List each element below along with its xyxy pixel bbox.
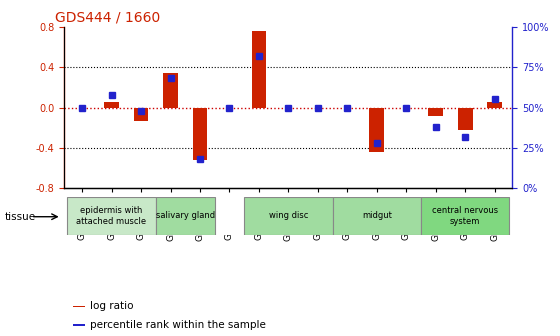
Text: epidermis with
attached muscle: epidermis with attached muscle (77, 206, 147, 226)
Bar (487, 102, 502, 108)
Bar (458, 108, 473, 130)
Bar (156, 197, 214, 235)
Bar (104, 102, 119, 108)
Text: log ratio: log ratio (90, 301, 134, 311)
Text: GDS444 / 1660: GDS444 / 1660 (55, 10, 161, 24)
Bar (134, 108, 148, 121)
Bar (244, 197, 333, 235)
Bar (67, 197, 156, 235)
Text: midgut: midgut (362, 211, 392, 220)
Bar (73, 324, 85, 326)
Bar (428, 108, 443, 116)
Text: central nervous
system: central nervous system (432, 206, 498, 226)
Bar (421, 197, 510, 235)
Text: wing disc: wing disc (269, 211, 308, 220)
Text: percentile rank within the sample: percentile rank within the sample (90, 320, 266, 330)
Bar (73, 306, 85, 307)
Bar (333, 197, 421, 235)
Bar (251, 31, 267, 108)
Text: salivary gland: salivary gland (156, 211, 215, 220)
Bar (163, 73, 178, 108)
Bar (193, 108, 207, 160)
Bar (370, 108, 384, 152)
Text: tissue: tissue (4, 212, 36, 222)
